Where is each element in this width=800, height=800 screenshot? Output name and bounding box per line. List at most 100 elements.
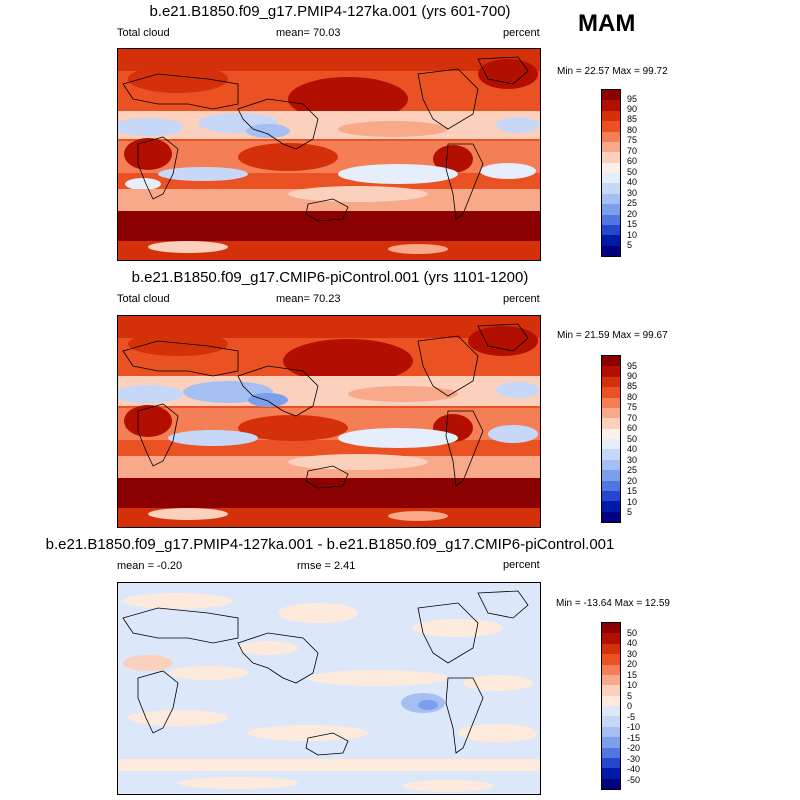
colorbar-swatch bbox=[602, 757, 620, 769]
panel-1-minmax-label: Min = 22.57 Max = 99.72 bbox=[557, 66, 668, 77]
colorbar-swatch bbox=[602, 674, 620, 686]
colorbar-swatch bbox=[602, 726, 620, 738]
panel-3-colorbar bbox=[601, 622, 621, 790]
colorbar-swatch bbox=[602, 366, 620, 377]
colorbar-swatch bbox=[602, 162, 620, 173]
colorbar-swatch bbox=[602, 695, 620, 706]
colorbar-swatch bbox=[602, 490, 620, 502]
panel-3-colorbar-tick: -40 bbox=[627, 764, 641, 774]
colorbar-swatch bbox=[602, 459, 620, 471]
colorbar-swatch bbox=[602, 439, 620, 450]
panel-3-colorbar-tick: 0 bbox=[627, 701, 633, 711]
panel-1-colorbar-tick: 20 bbox=[627, 209, 638, 219]
colorbar-swatch bbox=[602, 778, 620, 789]
panel-3-colorbar-tick: 15 bbox=[627, 670, 638, 680]
colorbar-swatch bbox=[602, 356, 620, 367]
panel-3-colorbar-tick: 20 bbox=[627, 659, 638, 669]
panel-3-map bbox=[117, 582, 541, 795]
panel-2-colorbar bbox=[601, 355, 621, 523]
colorbar-swatch bbox=[602, 141, 620, 153]
panel-1-colorbar-tick: 95 bbox=[627, 94, 638, 104]
panel-3-colorbar-tick: 5 bbox=[627, 691, 633, 701]
colorbar-swatch bbox=[602, 407, 620, 419]
colorbar-swatch bbox=[602, 245, 620, 256]
panel-1-colorbar-tick: 80 bbox=[627, 125, 638, 135]
season-label: MAM bbox=[578, 10, 636, 37]
panel-1-colorbar-tick: 10 bbox=[627, 230, 638, 240]
colorbar-swatch bbox=[602, 643, 620, 655]
colorbar-swatch bbox=[602, 737, 620, 748]
panel-2-colorbar-tick: 70 bbox=[627, 413, 638, 423]
colorbar-swatch bbox=[602, 183, 620, 194]
panel-3-colorbar-tick: 50 bbox=[627, 628, 638, 638]
colorbar-swatch bbox=[602, 204, 620, 215]
panel-1-colorbar-tick: 85 bbox=[627, 114, 638, 124]
panel-1-colorbar-tick: 75 bbox=[627, 135, 638, 145]
panel-1-colorbar-tick: 30 bbox=[627, 188, 638, 198]
panel-3-title: b.e21.B1850.f09_g17.PMIP4-127ka.001 - b.… bbox=[45, 536, 615, 553]
colorbar-swatch bbox=[602, 173, 620, 184]
colorbar-swatch bbox=[602, 110, 620, 122]
colorbar-swatch bbox=[602, 387, 620, 398]
panel-3-colorbar-tick: 40 bbox=[627, 638, 638, 648]
panel-2-colorbar-tick: 60 bbox=[627, 423, 638, 433]
panel-1-colorbar-tick: 15 bbox=[627, 219, 638, 229]
panel-2-variable-label: Total cloud bbox=[117, 293, 170, 305]
panel-2-colorbar-tick: 5 bbox=[627, 507, 633, 517]
panel-1-mean-label: mean= 70.03 bbox=[276, 27, 341, 39]
panel-1-colorbar-tick: 25 bbox=[627, 198, 638, 208]
panel-3-colorbar-tick: 30 bbox=[627, 649, 638, 659]
panel-1-units-label: percent bbox=[503, 27, 540, 39]
panel-1-colorbar-tick: 70 bbox=[627, 146, 638, 156]
panel-2-title: b.e21.B1850.f09_g17.CMIP6-piControl.001 … bbox=[131, 269, 529, 286]
panel-2-colorbar-tick: 50 bbox=[627, 434, 638, 444]
colorbar-swatch bbox=[602, 131, 620, 142]
panel-3-colorbar-tick: -15 bbox=[627, 733, 641, 743]
panel-3-colorbar-tick: -5 bbox=[627, 712, 636, 722]
panel-2-colorbar-tick: 85 bbox=[627, 381, 638, 391]
colorbar-swatch bbox=[602, 193, 620, 205]
colorbar-swatch bbox=[602, 706, 620, 717]
colorbar-swatch bbox=[602, 235, 620, 246]
colorbar-swatch bbox=[602, 480, 620, 491]
colorbar-swatch bbox=[602, 501, 620, 512]
colorbar-swatch bbox=[602, 716, 620, 727]
panel-1-colorbar-tick: 50 bbox=[627, 167, 638, 177]
colorbar-swatch bbox=[602, 152, 620, 163]
colorbar-swatch bbox=[602, 90, 620, 101]
panel-3-colorbar-tick: -20 bbox=[627, 743, 641, 753]
colorbar-swatch bbox=[602, 654, 620, 665]
panel-1-map bbox=[117, 48, 541, 261]
colorbar-swatch bbox=[602, 121, 620, 132]
panel-2-units-label: percent bbox=[503, 293, 540, 305]
colorbar-swatch bbox=[602, 418, 620, 429]
panel-2-colorbar-tick: 40 bbox=[627, 444, 638, 454]
panel-2-colorbar-tick: 75 bbox=[627, 402, 638, 412]
colorbar-swatch bbox=[602, 224, 620, 236]
colorbar-swatch bbox=[602, 633, 620, 644]
panel-2-colorbar-tick: 95 bbox=[627, 361, 638, 371]
panel-1-colorbar-tick: 60 bbox=[627, 156, 638, 166]
panel-1-colorbar bbox=[601, 89, 621, 257]
colorbar-swatch bbox=[602, 511, 620, 522]
panel-2-colorbar-tick: 10 bbox=[627, 497, 638, 507]
colorbar-swatch bbox=[602, 768, 620, 779]
panel-3-contour-field bbox=[118, 583, 540, 794]
colorbar-swatch bbox=[602, 428, 620, 439]
panel-1-title: b.e21.B1850.f09_g17.PMIP4-127ka.001 (yrs… bbox=[149, 3, 511, 20]
panel-1-colorbar-tick: 40 bbox=[627, 177, 638, 187]
colorbar-swatch bbox=[602, 747, 620, 758]
panel-2-colorbar-tick: 25 bbox=[627, 465, 638, 475]
panel-2-mean-label: mean= 70.23 bbox=[276, 293, 341, 305]
panel-2-colorbar-tick: 20 bbox=[627, 476, 638, 486]
colorbar-swatch bbox=[602, 100, 620, 111]
panel-2-colorbar-tick: 80 bbox=[627, 392, 638, 402]
colorbar-swatch bbox=[602, 376, 620, 388]
colorbar-swatch bbox=[602, 685, 620, 696]
panel-2-colorbar-tick: 30 bbox=[627, 455, 638, 465]
panel-3-mean-label: mean = -0.20 bbox=[117, 560, 183, 572]
panel-3-rmse-label: rmse = 2.41 bbox=[297, 560, 356, 572]
panel-3-colorbar-tick: -10 bbox=[627, 722, 641, 732]
panel-3-colorbar-tick: 10 bbox=[627, 680, 638, 690]
panel-3-minmax-label: Min = -13.64 Max = 12.59 bbox=[556, 598, 670, 609]
